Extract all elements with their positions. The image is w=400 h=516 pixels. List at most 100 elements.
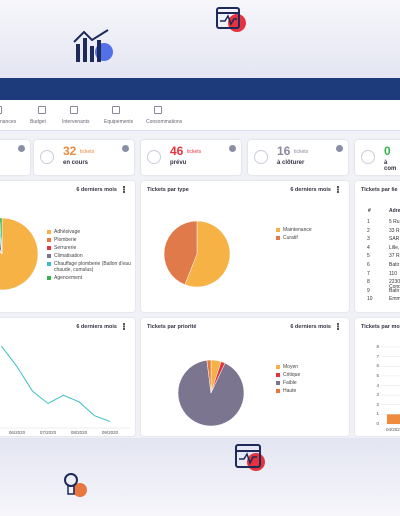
table-cell: Batir (389, 287, 400, 294)
table-cell: 1 (367, 219, 370, 225)
legend-label: Plomberie (54, 237, 77, 243)
nav-tab[interactable]: Consommations (146, 119, 183, 125)
bulb-icon (64, 473, 87, 497)
table-cell: 2 (367, 227, 370, 234)
legend-swatch (47, 246, 51, 250)
panel (0, 318, 135, 436)
kpi-count: 32 (63, 144, 77, 158)
nav-tab[interactable]: nances (0, 119, 17, 125)
table-header: # (368, 208, 371, 214)
panel-title: Tickets par priorité (147, 324, 197, 330)
kpi-label: en cours (63, 160, 89, 166)
nav-icon (0, 106, 2, 114)
kpi-unit: tickets (187, 149, 202, 155)
legend-item: Serrurerie (47, 245, 132, 251)
legend-item: Maintenance (276, 227, 336, 233)
panel-title: Tickets par mo (361, 324, 400, 330)
y-tick-label: 2 (376, 401, 379, 407)
y-tick-label: 7 (376, 353, 379, 359)
y-tick-label: 1 (376, 411, 379, 417)
legend-item: Critique (276, 372, 336, 378)
legend-item: Plomberie (47, 237, 132, 243)
info-icon (229, 145, 236, 152)
panel (141, 318, 349, 436)
legend-swatch (276, 373, 280, 377)
table-cell: Lille, (389, 244, 400, 251)
panel-period[interactable]: 6 derniers mois (76, 324, 117, 330)
table-cell: 33 R (389, 227, 400, 234)
menu-dots[interactable] (123, 323, 125, 325)
x-tick-label: 04/202 (386, 427, 400, 432)
y-tick-label: 3 (376, 392, 379, 398)
table-cell: 6 (367, 262, 370, 268)
info-icon (122, 145, 129, 152)
table-header: Adre (389, 208, 400, 214)
legend-swatch (276, 389, 280, 393)
legend-swatch (276, 365, 280, 369)
y-tick-label: 4 (376, 382, 379, 388)
menu-dots[interactable] (337, 323, 339, 325)
kpi-icon (147, 150, 161, 164)
legend-swatch (276, 381, 280, 385)
nav-icon (70, 106, 78, 114)
table-cell: Emm (389, 296, 400, 303)
nav-tab[interactable]: Intervenants (62, 119, 90, 125)
kpi-label: à com (384, 160, 397, 172)
y-tick-label: 5 (376, 372, 379, 378)
chart-icon (73, 29, 113, 62)
y-tick-label: 8 (376, 344, 379, 349)
legend-swatch (47, 238, 51, 242)
panel-period[interactable]: 6 derniers mois (290, 187, 331, 193)
nav-icon (154, 106, 162, 114)
y-tick-label: 0 (376, 421, 379, 426)
kpi-count: 16 (277, 144, 291, 158)
legend-label: Moyen (283, 364, 299, 370)
panel-period[interactable]: 6 derniers mois (290, 324, 331, 330)
calendar-icon (216, 7, 246, 32)
kpi-card (0, 140, 30, 175)
legend-label: Curatif (283, 235, 298, 241)
kpi-icon (254, 150, 268, 164)
table-cell: 7 (367, 270, 370, 277)
table-cell: 2230 Cond (389, 279, 400, 290)
legend-item: Faible (276, 380, 336, 386)
x-tick-label: 08/2020 (70, 430, 88, 435)
panel-title: Tickets par lie (361, 187, 398, 193)
panel (355, 181, 400, 312)
kpi-label: prévu (170, 160, 187, 166)
table-cell: SAR (389, 236, 400, 243)
legend-item: Climatisation (47, 253, 132, 259)
legend-swatch (276, 236, 280, 240)
legend-label: Adhésivage (54, 229, 81, 235)
info-icon (336, 145, 343, 152)
menu-dots[interactable] (123, 186, 125, 188)
legend-label: Climatisation (54, 253, 83, 259)
legend-label: Faible (283, 380, 297, 386)
table-cell: 10 (367, 296, 373, 303)
table-cell: 4 (367, 244, 370, 251)
legend-swatch (47, 276, 51, 280)
panel (141, 181, 349, 312)
x-tick-label: 07/2020 (39, 430, 57, 435)
legend-label: Critique (283, 372, 301, 378)
table-cell: 9 (367, 287, 370, 294)
nav-tab[interactable]: Equipements (104, 119, 134, 125)
nav-tab[interactable]: Budget (30, 119, 46, 125)
table-cell: 5 Ru (389, 219, 400, 225)
table-cell: Batir (389, 262, 400, 268)
legend-swatch (47, 254, 51, 258)
table-cell: 8 (367, 279, 370, 286)
panel-title: Tickets par type (147, 187, 189, 193)
table-cell: 37 R (389, 253, 400, 260)
legend-label: Agencement (54, 275, 83, 281)
menu-dots[interactable] (337, 186, 339, 188)
kpi-icon (361, 150, 375, 164)
legend-item: Adhésivage (47, 229, 132, 235)
kpi-icon (40, 150, 54, 164)
legend-item: Curatif (276, 235, 336, 241)
legend-item: Haute (276, 388, 336, 394)
panel-period[interactable]: 6 derniers mois (76, 187, 117, 193)
